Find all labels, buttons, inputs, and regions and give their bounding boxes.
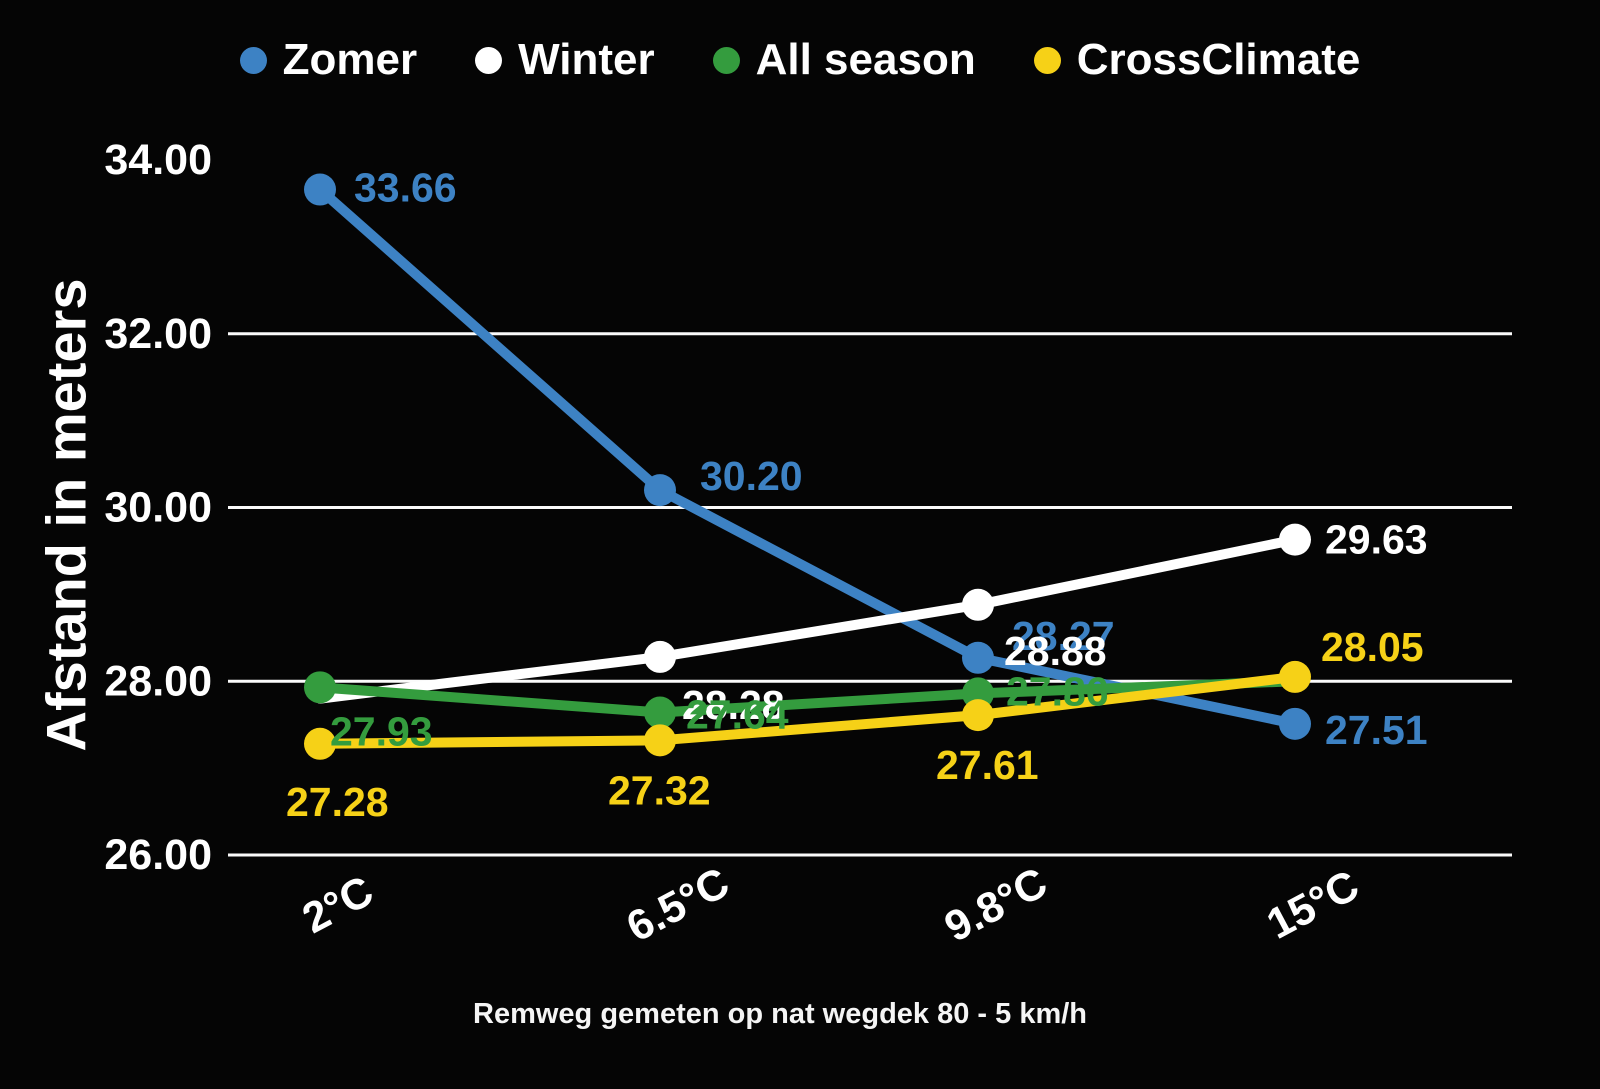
data-label-winter-28.88: 28.88 — [1004, 628, 1107, 674]
legend-item-crossclimate: CrossClimate — [1033, 35, 1361, 84]
data-point-winter-15°C — [1279, 523, 1311, 556]
series-line-crossclimate — [315, 671, 1300, 749]
legend-swatch-all-season — [712, 46, 740, 74]
data-point-zomer-2°C — [304, 173, 336, 206]
data-label-crossclimate-27.32: 27.32 — [608, 767, 711, 813]
data-point-crossclimate-6.5°C — [644, 724, 676, 757]
series-line-zomer — [315, 184, 1300, 729]
data-label-crossclimate-28.05: 28.05 — [1321, 624, 1424, 670]
data-point-all-season-6.5°C — [644, 696, 676, 729]
data-label-all-season-27.86: 27.86 — [1006, 668, 1109, 714]
data-point-crossclimate-2°C — [304, 727, 336, 760]
legend-swatch-winter — [475, 46, 503, 74]
data-label-crossclimate-27.61: 27.61 — [936, 742, 1039, 788]
data-point-zomer-15°C — [1279, 707, 1311, 740]
series-line-winter — [315, 534, 1300, 704]
data-point-crossclimate-15°C — [1279, 660, 1311, 693]
data-label-winter-28.28: 28.28 — [682, 682, 785, 728]
chart-caption: Remweg gemeten op nat wegdek 80 - 5 km/h — [473, 998, 1087, 1030]
legend: Zomer Winter All season CrossClimate — [0, 38, 1600, 82]
legend-label-all-season: All season — [755, 35, 976, 84]
series-line-all-season — [315, 676, 1300, 718]
y-tick-label-30.00: 30.00 — [104, 484, 212, 532]
legend-label-winter: Winter — [518, 35, 655, 84]
y-tick-label-32.00: 32.00 — [104, 310, 212, 358]
data-label-zomer-30.20: 30.20 — [700, 453, 803, 499]
legend-item-all-season: All season — [712, 35, 976, 84]
data-label-all-season-27.93: 27.93 — [330, 708, 433, 754]
y-axis-title: Afstand in meters — [34, 278, 98, 752]
x-tick-label-9.8°c: 9.8°C — [937, 858, 1055, 951]
y-tick-label-34.00: 34.00 — [104, 136, 212, 184]
data-point-winter-9.8°C — [962, 588, 994, 621]
data-point-all-season-2°C — [304, 671, 336, 704]
y-tick-label-26.00: 26.00 — [104, 831, 212, 879]
x-tick-label-6.5°c: 6.5°C — [619, 858, 737, 951]
data-point-zomer-9.8°C — [962, 641, 994, 674]
y-tick-label-28.00: 28.00 — [104, 657, 212, 705]
data-label-crossclimate-27.28: 27.28 — [286, 779, 389, 825]
legend-item-zomer: Zomer — [239, 35, 418, 84]
data-point-crossclimate-9.8°C — [962, 699, 994, 732]
legend-swatch-zomer — [239, 46, 267, 74]
data-point-winter-6.5°C — [644, 640, 676, 673]
data-label-zomer-28.27: 28.27 — [1012, 613, 1115, 659]
data-point-zomer-6.5°C — [644, 474, 676, 507]
data-label-winter-29.63: 29.63 — [1325, 517, 1428, 563]
legend-item-winter: Winter — [475, 38, 655, 82]
legend-label-crossclimate: CrossClimate — [1076, 35, 1361, 84]
data-label-zomer-27.51: 27.51 — [1325, 707, 1428, 753]
data-label-zomer-33.66: 33.66 — [354, 165, 457, 211]
legend-swatch-crossclimate — [1033, 46, 1061, 74]
data-label-all-season-27.64: 27.64 — [686, 692, 789, 738]
x-tick-label-15°c: 15°C — [1259, 861, 1366, 948]
x-tick-label-2°c: 2°C — [295, 867, 381, 943]
legend-label-zomer: Zomer — [282, 35, 418, 84]
